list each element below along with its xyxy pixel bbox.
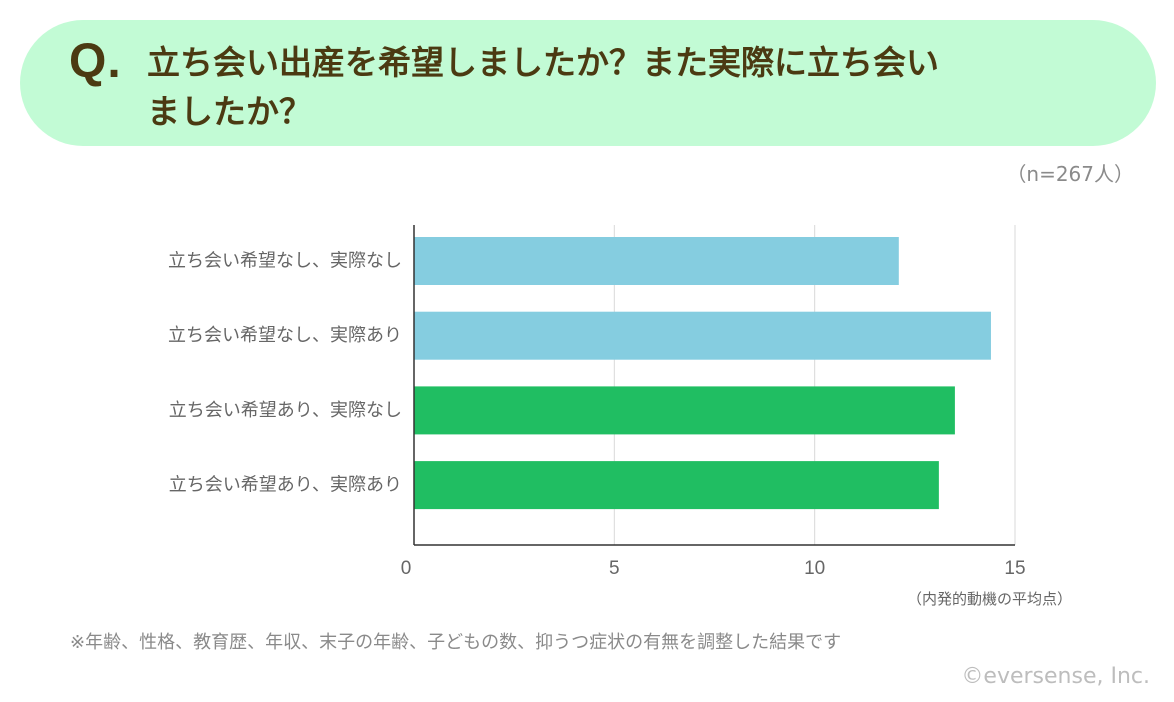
question-line-2: ましたか？	[147, 92, 312, 131]
bar-2	[414, 311, 991, 360]
q-label: Q.	[69, 35, 122, 88]
x-axis-label: （内発的動機の平均点）	[907, 590, 1072, 608]
category-label-4: 立ち会い希望あり、実際あり	[169, 475, 402, 496]
question-line-1: 立ち会い出産を希望しましたか？また実際に立ち会い	[147, 43, 939, 82]
bar-3	[414, 386, 955, 435]
bar-4	[414, 461, 939, 510]
category-label-2: 立ち会い希望なし、実際あり	[168, 325, 402, 346]
sample-size-note: （n=267人）	[1006, 162, 1134, 186]
copyright: ©eversense, Inc.	[961, 664, 1150, 689]
category-label-3: 立ち会い希望あり、実際なし	[169, 400, 402, 421]
x-tick-label-5: 5	[609, 558, 620, 579]
question-text: 立ち会い出産を希望しましたか？また実際に立ち会い ましたか？	[147, 38, 1127, 136]
footnote: ※年齢、性格、教育歴、年収、末子の年齢、子どもの数、抑うつ症状の有無を調整した結…	[70, 632, 842, 653]
x-tick-label-10: 10	[804, 558, 825, 579]
category-label-1: 立ち会い希望なし、実際なし	[168, 251, 402, 272]
x-tick-label-0: 0	[401, 558, 412, 579]
x-tick-label-15: 15	[1004, 558, 1025, 579]
bar-1	[414, 237, 899, 285]
question-banner	[20, 20, 1156, 146]
